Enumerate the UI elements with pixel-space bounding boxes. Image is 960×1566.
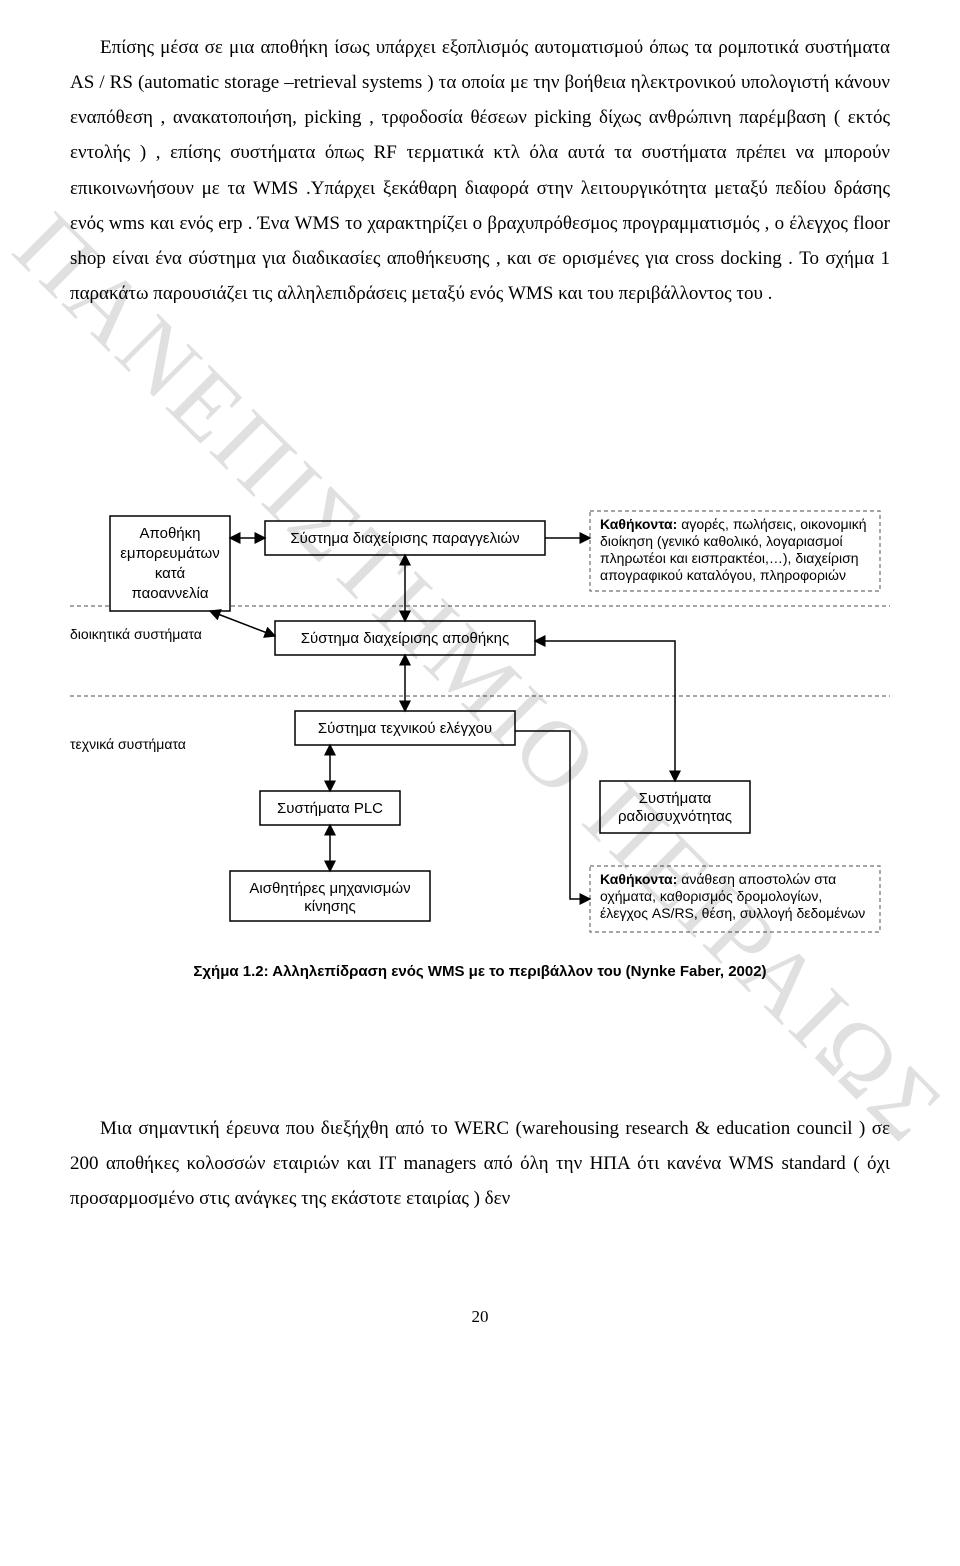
arrow-tech-duties2 xyxy=(515,731,590,899)
paragraph-1-text: Επίσης μέσα σε μια αποθήκη ίσως υπάρχει … xyxy=(70,37,890,304)
duties1-line3: πληρωτέοι και εισπρακτέοι,…), διαχείριση xyxy=(600,550,859,566)
node-storage-l1: Αποθήκη xyxy=(139,525,200,542)
node-storage-l2: εμπορευμάτων xyxy=(120,545,219,562)
node-storage-l4: παοαννελία xyxy=(131,585,208,602)
label-admin: διοικητικά συστήματα xyxy=(70,626,202,642)
duties2-line3: έλεγχος AS/RS, θέση, συλλογή δεδομένων xyxy=(600,905,865,921)
node-rf-l1: Συστήματα xyxy=(639,790,712,807)
node-plc-text: Συστήματα PLC xyxy=(277,800,383,817)
arrow-storage-wms xyxy=(210,611,275,636)
node-sensors-l1: Αισθητήρες μηχανισμών xyxy=(249,880,410,897)
paragraph-2: Μια σημαντική έρευνα που διεξήχθη από το… xyxy=(70,1111,890,1216)
diagram-svg: Αποθήκη εμπορευμάτων κατά παοαννελία Σύσ… xyxy=(70,481,890,1031)
duties2-line1: Καθήκοντα: ανάθεση αποστολών στα xyxy=(600,871,836,887)
page-number: 20 xyxy=(70,1307,890,1327)
duties1-line4: απογραφικού καταλόγου, πληροφοριών xyxy=(600,567,846,583)
node-storage-l3: κατά xyxy=(155,565,186,582)
node-tech-ctrl-text: Σύστημα τεχνικού ελέγχου xyxy=(318,720,492,737)
duties2-line2: οχήματα, καθορισμός δρομολογίων, xyxy=(600,888,822,904)
node-wms-text: Σύστημα διαχείρισης αποθήκης xyxy=(301,630,510,647)
node-rf-l2: ραδιοσυχνότητας xyxy=(618,808,732,825)
paragraph-1: Επίσης μέσα σε μια αποθήκη ίσως υπάρχει … xyxy=(70,30,890,311)
diagram-container: Αποθήκη εμπορευμάτων κατά παοαννελία Σύσ… xyxy=(70,481,890,1031)
diagram-caption: Σχήμα 1.2: Αλληλεπίδραση ενός WMS με το … xyxy=(193,963,766,980)
duties1-line1: Καθήκοντα: αγορές, πωλήσεις, οικονομική xyxy=(600,516,867,532)
node-order-mgmt-text: Σύστημα διαχείρισης παραγγελιών xyxy=(290,530,519,547)
paragraph-2-text: Μια σημαντική έρευνα που διεξήχθη από το… xyxy=(70,1118,890,1209)
label-tech: τεχνικά συστήματα xyxy=(70,736,186,752)
node-rf xyxy=(600,781,750,833)
arrow-wms-rf xyxy=(535,641,675,781)
node-sensors-l2: κίνησης xyxy=(304,898,356,915)
duties1-line2: διοίκηση (γενικό καθολικό, λογαριασμοί xyxy=(600,533,843,549)
